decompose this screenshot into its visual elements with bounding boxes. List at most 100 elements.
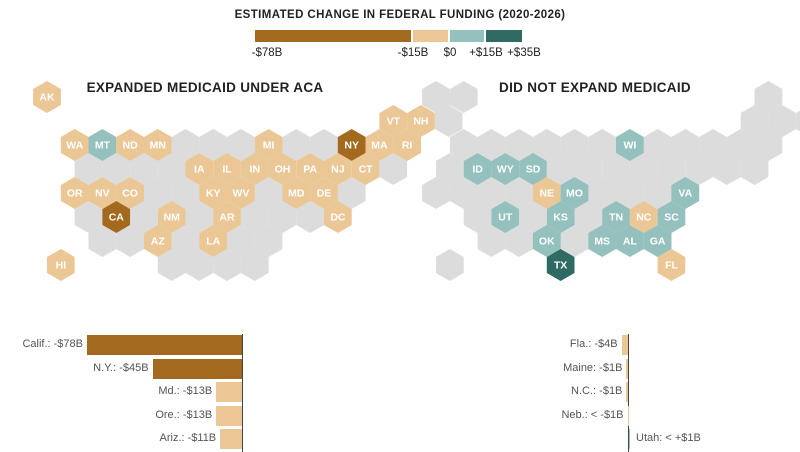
state-hex-shape [33, 81, 61, 113]
state-hex-wy[interactable]: WY [491, 153, 520, 185]
state-label: WA [66, 140, 83, 152]
state-hex-shape [491, 153, 520, 185]
state-hex-ct[interactable]: CT [351, 153, 380, 185]
state-hex-nm[interactable]: NM [157, 201, 186, 233]
bar-axis-line [242, 334, 243, 452]
state-label: NE [540, 188, 555, 200]
empty-hex [199, 129, 228, 161]
state-label: OK [539, 236, 555, 248]
state-hex-ma[interactable]: MA [365, 129, 394, 161]
state-hex-mo[interactable]: MO [560, 177, 589, 209]
state-hex-nh[interactable]: NH [407, 105, 435, 137]
state-label: SC [664, 212, 679, 224]
state-hex-md[interactable]: MD [282, 177, 311, 209]
state-hex-de[interactable]: DE [310, 177, 338, 209]
bar-label: N.Y.: -$45B [93, 361, 149, 374]
state-hex-vt[interactable]: VT [379, 105, 408, 137]
state-hex-ga[interactable]: GA [643, 225, 672, 257]
state-hex-nd[interactable]: ND [116, 129, 144, 161]
state-hex-shape [199, 177, 228, 209]
bar [627, 405, 629, 426]
state-hex-shape [157, 201, 186, 233]
state-label: NC [636, 212, 652, 224]
state-hex-wi[interactable]: WI [616, 129, 644, 161]
state-hex-tx[interactable]: TX [546, 249, 575, 281]
state-hex-tn[interactable]: TN [602, 201, 630, 233]
state-hex-mn[interactable]: MN [143, 129, 172, 161]
state-hex-fl[interactable]: FL [657, 249, 686, 281]
empty-hex [463, 201, 492, 233]
state-label: KY [206, 188, 221, 200]
state-hex-la[interactable]: LA [199, 225, 228, 257]
state-hex-ut[interactable]: UT [491, 201, 520, 233]
state-label: AR [219, 212, 235, 224]
state-hex-in[interactable]: IN [240, 153, 269, 185]
state-hex-shape [463, 153, 492, 185]
state-hex-shape [560, 177, 589, 209]
state-hex-ms[interactable]: MS [588, 225, 617, 257]
state-label: MI [263, 140, 275, 152]
state-hex-nc[interactable]: NC [629, 201, 658, 233]
state-hex-or[interactable]: OR [60, 177, 89, 209]
state-hex-wv[interactable]: WV [227, 177, 255, 209]
state-hex-wa[interactable]: WA [60, 129, 89, 161]
state-hex-al[interactable]: AL [616, 225, 644, 257]
state-hex-ne[interactable]: NE [532, 177, 561, 209]
state-hex-pa[interactable]: PA [296, 153, 324, 185]
empty-hex [588, 129, 617, 161]
empty-hex [337, 177, 366, 209]
state-hex-shape [546, 249, 575, 281]
empty-hex [477, 129, 506, 161]
state-hex-oh[interactable]: OH [268, 153, 297, 185]
state-hex-ri[interactable]: RI [393, 129, 421, 161]
state-hex-id[interactable]: ID [463, 153, 492, 185]
state-hex-ok[interactable]: OK [532, 225, 561, 257]
legend-label: +$35B [507, 47, 541, 59]
empty-hex [171, 129, 200, 161]
empty-hex [713, 153, 741, 185]
state-hex-az[interactable]: AZ [143, 225, 172, 257]
state-hex-nj[interactable]: NJ [324, 153, 352, 185]
state-hex-ar[interactable]: AR [213, 201, 241, 233]
empty-hex [616, 177, 644, 209]
state-hex-co[interactable]: CO [116, 177, 144, 209]
state-label: AZ [151, 236, 166, 248]
state-label: MO [566, 188, 583, 200]
state-hex-nv[interactable]: NV [88, 177, 117, 209]
state-label: OH [275, 164, 291, 176]
empty-hex [754, 81, 783, 113]
state-hex-mi[interactable]: MI [254, 129, 283, 161]
empty-hex [74, 201, 103, 233]
state-label: CA [109, 212, 125, 224]
state-label: CO [122, 188, 138, 200]
empty-hex [116, 225, 144, 257]
state-hex-sd[interactable]: SD [519, 153, 547, 185]
state-label: NM [164, 212, 181, 224]
state-hex-shape [227, 177, 255, 209]
state-hex-ny[interactable]: NY [337, 129, 366, 161]
state-hex-il[interactable]: IL [213, 153, 241, 185]
state-hex-ak[interactable]: AK [33, 81, 61, 113]
empty-hex [240, 249, 269, 281]
state-hex-ca[interactable]: CA [102, 201, 131, 233]
empty-hex [629, 153, 658, 185]
legend-label: -$15B [397, 47, 429, 59]
state-hex-hi[interactable]: HI [47, 249, 75, 281]
state-label: LA [206, 236, 220, 248]
state-hex-dc[interactable]: DC [324, 201, 352, 233]
state-hex-shape [116, 177, 144, 209]
empty-hex [685, 153, 713, 185]
state-hex-mt[interactable]: MT [88, 129, 117, 161]
state-hex-shape [60, 177, 89, 209]
state-hex-shape [213, 201, 241, 233]
state-hex-ky[interactable]: KY [199, 177, 228, 209]
state-hex-shape [324, 201, 352, 233]
state-label: MD [288, 188, 305, 200]
empty-hex [102, 153, 131, 185]
state-hex-shape [254, 129, 283, 161]
bar-label: Md.: -$13B [158, 385, 213, 397]
state-hex-va[interactable]: VA [671, 177, 700, 209]
state-hex-sc[interactable]: SC [657, 201, 686, 233]
state-hex-ks[interactable]: KS [546, 201, 575, 233]
state-hex-ia[interactable]: IA [185, 153, 214, 185]
